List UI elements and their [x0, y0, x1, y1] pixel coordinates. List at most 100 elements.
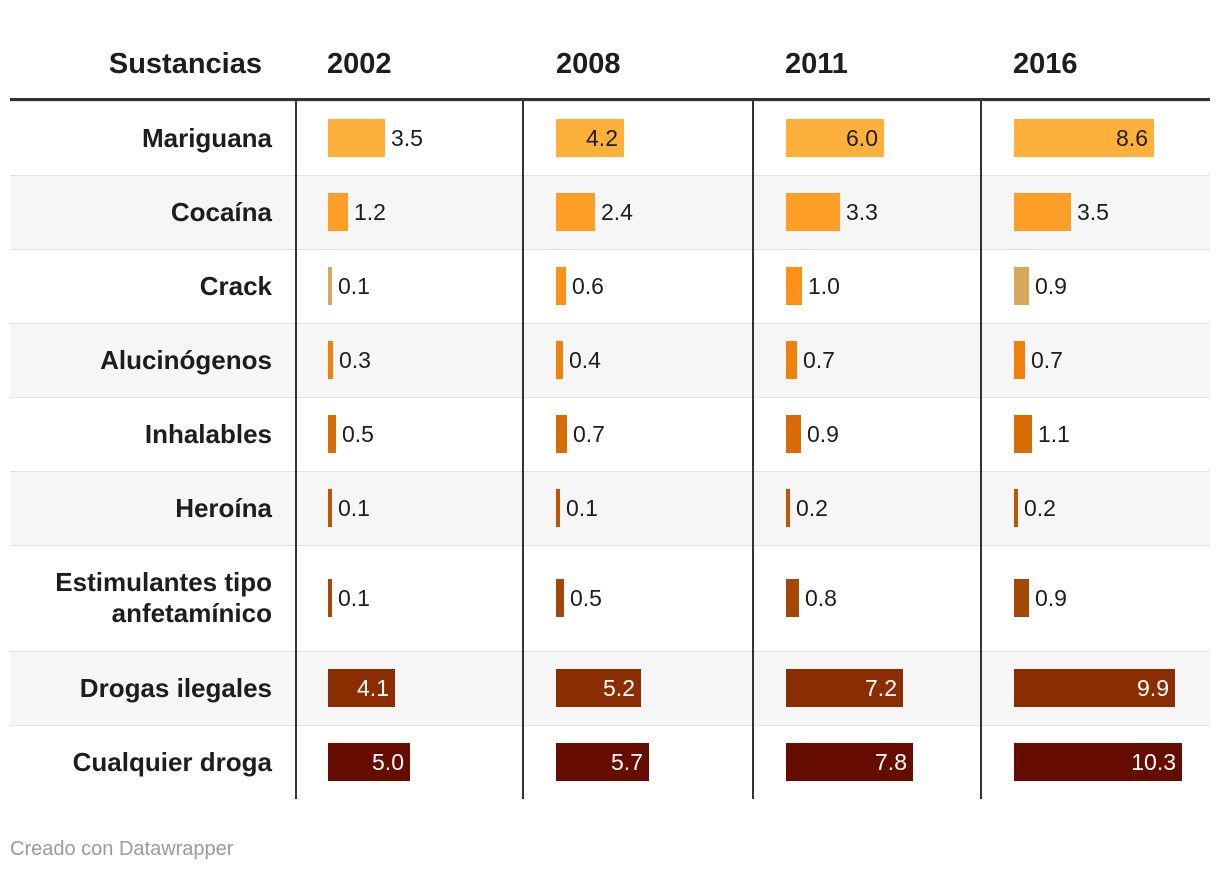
- bar: [786, 669, 903, 707]
- bar: [328, 341, 333, 379]
- footer-credit: Creado con Datawrapper: [10, 838, 234, 860]
- bar-value-label: 5.0: [372, 749, 404, 775]
- bar-value-label: 8.6: [1116, 125, 1148, 151]
- bar: [1014, 119, 1154, 157]
- bar: [786, 743, 913, 781]
- row-label: Cocaína: [170, 196, 272, 227]
- bar-value-label: 1.2: [354, 199, 386, 225]
- row-label: Mariguana: [141, 122, 272, 153]
- table-row: [10, 175, 1210, 250]
- bar: [328, 193, 348, 231]
- bar: [1014, 743, 1182, 781]
- bar: [328, 579, 332, 617]
- table-row: [10, 397, 1210, 472]
- bar-value-label: 0.9: [1035, 585, 1067, 611]
- bar-value-label: 0.7: [573, 421, 605, 447]
- bar-value-label: 0.4: [569, 347, 601, 373]
- table-row: [10, 545, 1210, 652]
- row-label: Cualquier droga: [72, 746, 272, 777]
- bar-value-label: 1.1: [1038, 421, 1070, 447]
- bar: [556, 341, 563, 379]
- bar-value-label: 0.2: [1024, 495, 1056, 521]
- bar: [786, 267, 802, 305]
- row-label: Crack: [199, 270, 272, 301]
- bar: [1014, 579, 1029, 617]
- bar-value-label: 5.2: [603, 675, 635, 701]
- column-divider-2016: [980, 101, 982, 799]
- bar-value-label: 0.7: [803, 347, 835, 373]
- header-year-2011: 2011: [785, 48, 848, 80]
- table-row: [10, 323, 1210, 398]
- bar-value-label: 0.8: [805, 585, 837, 611]
- bar-value-label: 6.0: [846, 125, 878, 151]
- bar: [786, 341, 797, 379]
- bar-value-label: 0.5: [570, 585, 602, 611]
- table-row: [10, 249, 1210, 324]
- row-label: Estimulantes tipo anfetamínico: [55, 567, 272, 628]
- bar-value-label: 7.8: [875, 749, 907, 775]
- bar: [328, 489, 332, 527]
- bar-value-label: 0.9: [807, 421, 839, 447]
- bar-value-label: 0.7: [1031, 347, 1063, 373]
- bar-value-label: 7.2: [865, 675, 897, 701]
- bar: [556, 743, 649, 781]
- header-rule: [10, 98, 1210, 101]
- bar-value-label: 4.2: [586, 125, 618, 151]
- bar: [328, 669, 395, 707]
- bar: [328, 415, 336, 453]
- row-label: Drogas ilegales: [79, 672, 272, 703]
- bar: [328, 743, 410, 781]
- header-sustancias: Sustancias: [108, 48, 262, 80]
- bar: [1014, 415, 1032, 453]
- bar-value-label: 1.0: [808, 273, 840, 299]
- bar: [556, 415, 567, 453]
- header-year-2002: 2002: [327, 48, 392, 80]
- table-row: [10, 471, 1210, 546]
- bar: [1014, 193, 1071, 231]
- bar-value-label: 4.1: [357, 675, 389, 701]
- bar: [786, 193, 840, 231]
- row-label: Inhalables: [144, 418, 272, 449]
- bar: [556, 193, 595, 231]
- bar: [1014, 489, 1018, 527]
- bar: [556, 579, 564, 617]
- bar: [786, 415, 801, 453]
- bar-value-label: 0.1: [338, 585, 370, 611]
- table-row: [10, 725, 1210, 800]
- bar-value-label: 3.3: [846, 199, 878, 225]
- bar: [556, 267, 566, 305]
- row-label: Heroína: [175, 492, 272, 523]
- bar: [556, 119, 624, 157]
- column-divider-2011: [752, 101, 754, 799]
- header-year-2008: 2008: [556, 48, 621, 80]
- bar-value-label: 0.1: [566, 495, 598, 521]
- bar: [556, 669, 641, 707]
- bar-value-label: 3.5: [391, 125, 423, 151]
- bar-value-label: 0.5: [342, 421, 374, 447]
- bar-value-label: 3.5: [1077, 199, 1109, 225]
- bar: [786, 119, 884, 157]
- bar: [556, 489, 560, 527]
- bar-value-label: 0.3: [339, 347, 371, 373]
- bar-value-label: 0.2: [796, 495, 828, 521]
- bar: [328, 119, 385, 157]
- bar: [1014, 669, 1175, 707]
- header-year-2016: 2016: [1013, 48, 1078, 80]
- row-label: Alucinógenos: [100, 344, 272, 375]
- bar: [786, 489, 790, 527]
- bar-value-label: 0.6: [572, 273, 604, 299]
- bar-value-label: 2.4: [601, 199, 633, 225]
- bar-value-label: 9.9: [1137, 675, 1169, 701]
- bar-value-label: 0.1: [338, 495, 370, 521]
- column-divider-2002: [295, 101, 297, 799]
- bar-value-label: 10.3: [1131, 749, 1176, 775]
- column-divider-2008: [522, 101, 524, 799]
- bar-value-label: 0.9: [1035, 273, 1067, 299]
- bar: [786, 579, 799, 617]
- bar: [328, 267, 332, 305]
- bar: [1014, 267, 1029, 305]
- table-row: [10, 101, 1210, 176]
- bar: [1014, 341, 1025, 379]
- bar-value-label: 5.7: [611, 749, 643, 775]
